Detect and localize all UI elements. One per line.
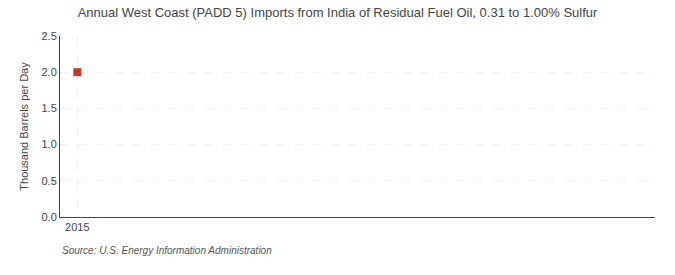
svg-text:2015: 2015 [65, 221, 89, 233]
svg-text:Thousand Barrels per Day: Thousand Barrels per Day [18, 62, 30, 191]
svg-text:2.5: 2.5 [42, 30, 57, 42]
svg-text:2.0: 2.0 [42, 66, 57, 78]
svg-text:Annual West Coast (PADD 5) Imp: Annual West Coast (PADD 5) Imports from … [78, 5, 598, 20]
svg-text:1.0: 1.0 [42, 138, 57, 150]
svg-text:1.5: 1.5 [42, 102, 57, 114]
svg-text:Source: U.S. Energy Informatio: Source: U.S. Energy Information Administ… [62, 245, 272, 256]
svg-text:0.5: 0.5 [42, 175, 57, 187]
svg-text:0.0: 0.0 [42, 211, 57, 223]
